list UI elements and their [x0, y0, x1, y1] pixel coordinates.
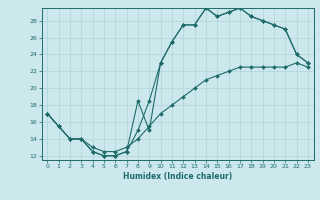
X-axis label: Humidex (Indice chaleur): Humidex (Indice chaleur) — [123, 172, 232, 181]
